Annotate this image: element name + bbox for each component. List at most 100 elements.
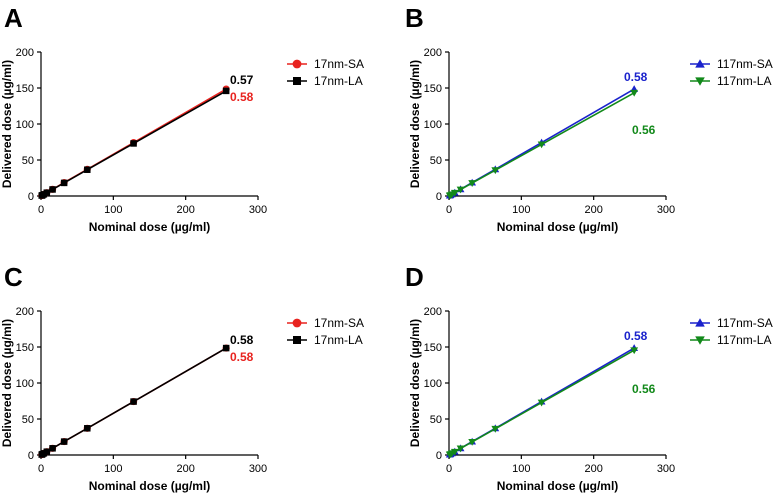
y-tick-label: 100 [16,119,34,131]
data-point [60,438,68,445]
slope-label: 0.58 [624,70,648,84]
y-tick-label: 50 [430,414,442,426]
x-tick-label: 0 [446,463,452,475]
data-point [468,180,477,188]
legend-entry: 17nm-SA [287,57,364,71]
legend-label: 117nm-LA [717,74,771,88]
y-axis-title: Delivered dose (µg/ml) [0,319,14,447]
data-point [630,89,639,97]
data-point [468,438,477,446]
y-tick-label: 50 [430,155,442,167]
x-tick-label: 0 [38,463,44,475]
series-17nm-la [38,344,230,458]
legend-label: 117nm-LA [717,333,771,347]
legend-swatch-marker [695,77,705,86]
panel-letter: C [4,262,23,292]
slope-label: 0.58 [230,333,254,347]
legend-swatch-marker [292,318,302,328]
series-17nm-la [38,87,230,199]
x-tick-label: 100 [104,204,122,216]
data-point [49,186,56,193]
legend-entry: 17nm-SA [287,316,364,330]
y-tick-label: 150 [424,83,442,95]
legend-entry: 17nm-LA [287,74,363,88]
legend-label: 117nm-SA [717,316,773,330]
y-tick-label: 100 [424,378,442,390]
data-point [456,186,465,194]
x-tick-label: 300 [657,463,675,475]
data-point [60,179,68,187]
y-tick-label: 200 [424,47,442,59]
legend-label: 17nm-SA [314,57,364,71]
data-point [456,445,465,453]
x-axis-title: Nominal dose (µg/ml) [89,220,211,234]
y-tick-label: 100 [424,119,442,131]
chart-panel-d: D 0 50 100 150 200 0 100 200 300 Nominal dose (µg/… [405,262,773,493]
y-tick-label: 200 [16,47,34,59]
legend-label: 117nm-SA [717,57,773,71]
legend-swatch-marker [292,59,302,69]
x-tick-label: 100 [104,463,122,475]
y-tick-label: 0 [28,191,34,203]
panel-letter: A [4,3,23,33]
chart-panel-b: B 0 50 100 150 200 0 100 200 300 Nominal dose (µg/… [405,3,773,234]
data-point [84,425,91,432]
data-point [450,448,459,456]
data-point [537,141,546,149]
x-tick-label: 200 [176,204,194,216]
panel-letter: B [405,3,424,33]
x-tick-label: 100 [512,463,530,475]
x-axis-title: Nominal dose (µg/ml) [89,479,211,493]
legend-entry: 117nm-SA [690,316,773,330]
data-point [49,445,56,452]
data-point [130,398,137,405]
legend-entry: 117nm-SA [690,57,773,71]
legend-entry: 117nm-LA [690,333,771,347]
data-point [222,344,230,352]
panel-letter: D [405,262,424,292]
legend-label: 17nm-LA [314,74,363,88]
y-tick-label: 200 [424,306,442,318]
data-point [43,448,51,455]
y-tick-label: 0 [436,191,442,203]
x-tick-label: 200 [584,463,602,475]
y-tick-label: 0 [28,450,34,462]
x-axis-title: Nominal dose (µg/ml) [497,479,619,493]
x-tick-label: 200 [176,463,194,475]
data-point [630,347,639,355]
legend-entry: 17nm-LA [287,333,363,347]
y-tick-label: 200 [16,306,34,318]
chart-panel-a: A 0 50 100 150 200 0 100 200 300 Nominal dose (µg/… [0,3,364,234]
data-point [537,399,546,407]
legend-swatch-marker [293,77,301,85]
x-tick-label: 100 [512,204,530,216]
x-tick-label: 300 [249,463,267,475]
y-tick-label: 100 [16,378,34,390]
series-117nm-la [445,89,639,200]
data-point [130,140,137,147]
legend-swatch-marker [695,59,705,68]
legend-swatch-marker [293,336,301,344]
x-axis-title: Nominal dose (µg/ml) [497,220,619,234]
legend-swatch-marker [695,318,705,327]
x-tick-label: 300 [657,204,675,216]
chart-panel-c: C 0 50 100 150 200 0 100 200 300 Nominal dose (µg/… [0,262,364,493]
data-point [222,87,230,95]
x-tick-label: 300 [249,204,267,216]
data-point [491,167,500,175]
y-tick-label: 50 [22,414,34,426]
x-tick-label: 200 [584,204,602,216]
legend-entry: 117nm-LA [690,74,771,88]
y-tick-label: 50 [22,155,34,167]
y-axis-title: Delivered dose (µg/ml) [0,60,14,188]
y-tick-label: 150 [16,83,34,95]
slope-label: 0.56 [632,123,656,137]
slope-label: 0.58 [230,90,254,104]
x-tick-label: 0 [38,204,44,216]
slope-label: 0.56 [632,382,656,396]
data-point [84,166,91,173]
legend-label: 17nm-LA [314,333,363,347]
y-tick-label: 150 [16,342,34,354]
data-point [43,189,51,196]
